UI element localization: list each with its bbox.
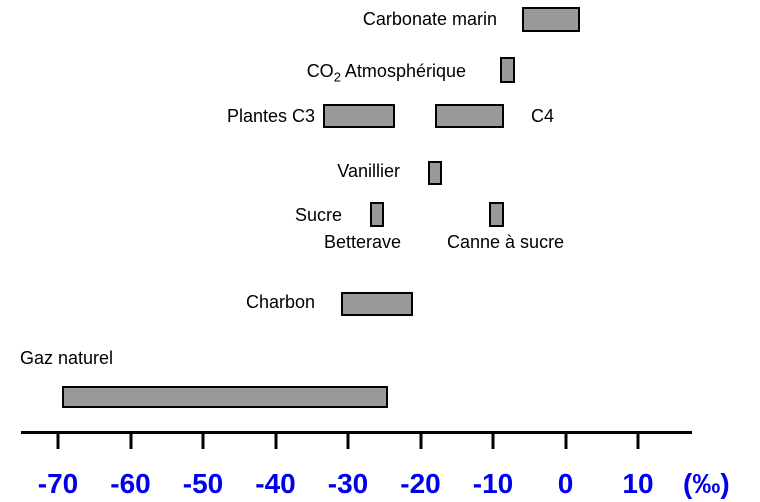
x-axis-line	[21, 431, 692, 434]
x-axis-tick-label: -70	[37, 468, 79, 499]
x-axis-tick	[419, 431, 422, 449]
plantes-c4-label: C4	[531, 106, 555, 126]
sucre-canne-bar	[489, 202, 504, 227]
x-axis-tick	[274, 431, 277, 449]
co2-atmospherique-label: CO2 Atmosphérique	[307, 61, 466, 88]
carbonate-marin-label: Carbonate marin	[362, 9, 497, 29]
x-axis-tick-label: -60	[110, 468, 151, 499]
x-axis-tick-label: -50	[182, 468, 224, 499]
x-axis-tick-label: -10	[472, 468, 514, 499]
charbon-bar	[340, 292, 414, 316]
co2-atmospherique-bar	[500, 57, 515, 83]
gaz-naturel-label: Gaz naturel	[20, 348, 114, 368]
x-axis-tick-label: 10	[622, 468, 654, 499]
x-axis-tick-label: -30	[327, 468, 369, 499]
co2-label-subscript: 2	[333, 69, 341, 85]
betterave-sublabel: Betterave	[324, 232, 402, 252]
sucre-betterave-bar	[369, 202, 385, 227]
sucre-label: Sucre	[294, 205, 342, 225]
x-axis-tick-label: -20	[400, 468, 441, 499]
x-axis-tick	[636, 431, 640, 449]
x-axis-tick-label: -40	[255, 468, 296, 499]
x-axis-tick	[201, 431, 205, 449]
plantes-c4-bar	[435, 104, 504, 128]
plantes-c3-bar	[322, 104, 396, 128]
co2-label-pre: CO	[306, 61, 334, 81]
x-axis-tick	[346, 431, 350, 449]
x-axis-tick-label: 0	[557, 468, 574, 499]
gaz-naturel-bar	[61, 386, 388, 408]
carbonate-marin-bar	[522, 7, 580, 32]
co2-label-post: Atmosphérique	[340, 61, 466, 81]
canne-a-sucre-sublabel: Canne à sucre	[447, 232, 565, 252]
x-axis-tick	[129, 431, 132, 449]
x-axis-tick	[56, 431, 60, 449]
plantes-c3-label: Plantes C3	[226, 106, 315, 126]
axis-unit-label: (‰)	[683, 468, 730, 499]
vanillier-bar	[427, 161, 443, 185]
x-axis-tick	[491, 431, 495, 449]
x-axis-tick	[564, 431, 567, 449]
charbon-label: Charbon	[245, 292, 315, 312]
vanillier-label: Vanillier	[337, 161, 400, 181]
